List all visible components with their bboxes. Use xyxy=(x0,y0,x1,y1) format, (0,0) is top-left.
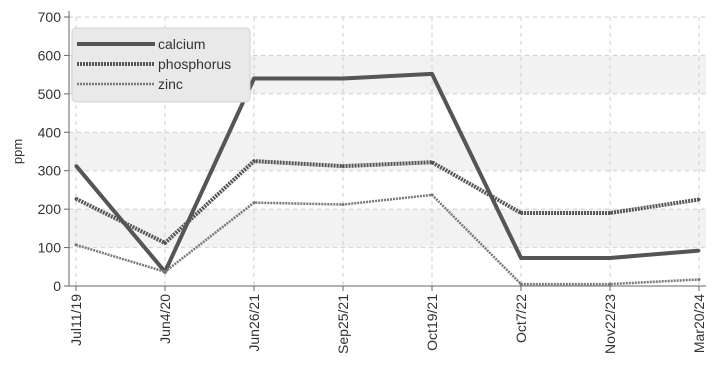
data-point-phosphorus xyxy=(252,159,256,163)
y-axis-label: ppm xyxy=(10,139,25,164)
data-point-phosphorus xyxy=(341,164,345,168)
data-point-phosphorus xyxy=(697,198,701,202)
x-tick-label: Jun26/21 xyxy=(246,294,262,352)
background-band xyxy=(69,132,706,171)
background-band xyxy=(69,209,706,248)
data-point-phosphorus xyxy=(430,160,434,164)
data-point-calcium xyxy=(430,72,434,76)
x-tick-label: Nov22/23 xyxy=(602,294,618,354)
x-tick-label: Oct19/21 xyxy=(424,294,440,351)
data-point-zinc xyxy=(252,201,256,205)
x-tick-label: Oct7/22 xyxy=(513,294,529,343)
data-point-calcium xyxy=(608,256,612,260)
data-point-zinc xyxy=(519,282,523,286)
data-point-phosphorus xyxy=(608,211,612,215)
data-point-phosphorus xyxy=(74,197,78,201)
legend-label-phosphorus: phosphorus xyxy=(158,56,231,72)
y-tick-label: 200 xyxy=(38,201,62,217)
legend-label-calcium: calcium xyxy=(158,36,205,52)
data-point-zinc xyxy=(74,243,78,247)
y-tick-label: 300 xyxy=(38,163,62,179)
legend-label-zinc: zinc xyxy=(158,76,183,92)
y-tick-label: 0 xyxy=(53,278,61,294)
y-tick-label: 500 xyxy=(38,86,62,102)
data-point-calcium xyxy=(252,76,256,80)
data-point-zinc xyxy=(341,203,345,207)
series-line-zinc xyxy=(75,193,700,286)
data-point-zinc xyxy=(697,277,701,281)
data-point-phosphorus xyxy=(163,241,167,245)
data-point-calcium xyxy=(519,256,523,260)
y-tick-label: 700 xyxy=(38,9,62,25)
y-tick-label: 600 xyxy=(38,47,62,63)
y-tick-label: 100 xyxy=(38,240,62,256)
data-point-calcium xyxy=(74,164,78,168)
x-tick-label: Jul11/19 xyxy=(68,294,84,346)
data-point-zinc xyxy=(430,193,434,197)
data-point-calcium xyxy=(341,76,345,80)
data-point-calcium xyxy=(697,249,701,253)
x-tick-label: Jun4/20 xyxy=(157,294,173,344)
data-point-zinc xyxy=(163,270,167,274)
series-line-calcium xyxy=(74,71,700,274)
data-point-phosphorus xyxy=(519,211,523,215)
x-tick-label: Sep25/21 xyxy=(335,294,351,354)
x-tick-label: Mar20/24 xyxy=(691,294,707,353)
data-point-zinc xyxy=(608,282,612,286)
y-tick-label: 400 xyxy=(38,124,62,140)
